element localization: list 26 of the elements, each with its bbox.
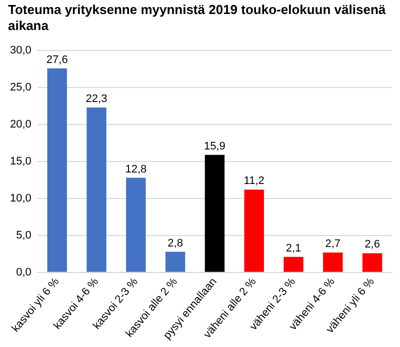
bar — [165, 252, 186, 272]
y-tick-label: 15,0 — [10, 156, 32, 168]
data-label: 2,1 — [286, 242, 302, 254]
y-tick-label: 5,0 — [16, 229, 32, 242]
data-label: 11,2 — [244, 175, 264, 188]
data-label: 12,8 — [125, 163, 147, 176]
data-label: 27,6 — [46, 54, 68, 66]
bar — [362, 253, 382, 272]
y-tick-label: 10,0 — [10, 192, 32, 205]
data-label: 15,9 — [204, 140, 226, 152]
data-label: 2,8 — [168, 237, 183, 250]
bar — [323, 252, 343, 272]
data-label: 2,6 — [364, 238, 380, 251]
bar — [126, 178, 146, 272]
bar — [86, 108, 106, 272]
bar — [47, 68, 67, 272]
chart-title: Toteuma yrityksenne myynnistä 2019 touko-elokuun välisenä aikana — [8, 2, 387, 34]
y-tick-label: 20,0 — [10, 118, 32, 131]
data-label: 22,3 — [86, 93, 108, 106]
bar — [204, 154, 225, 272]
y-tick-label: 30,0 — [10, 44, 32, 57]
y-tick-label: 0,0 — [16, 266, 32, 278]
data-label: 2,7 — [325, 238, 341, 250]
bar — [284, 256, 304, 272]
y-tick-label: 25,0 — [10, 82, 32, 94]
bar — [244, 190, 264, 272]
